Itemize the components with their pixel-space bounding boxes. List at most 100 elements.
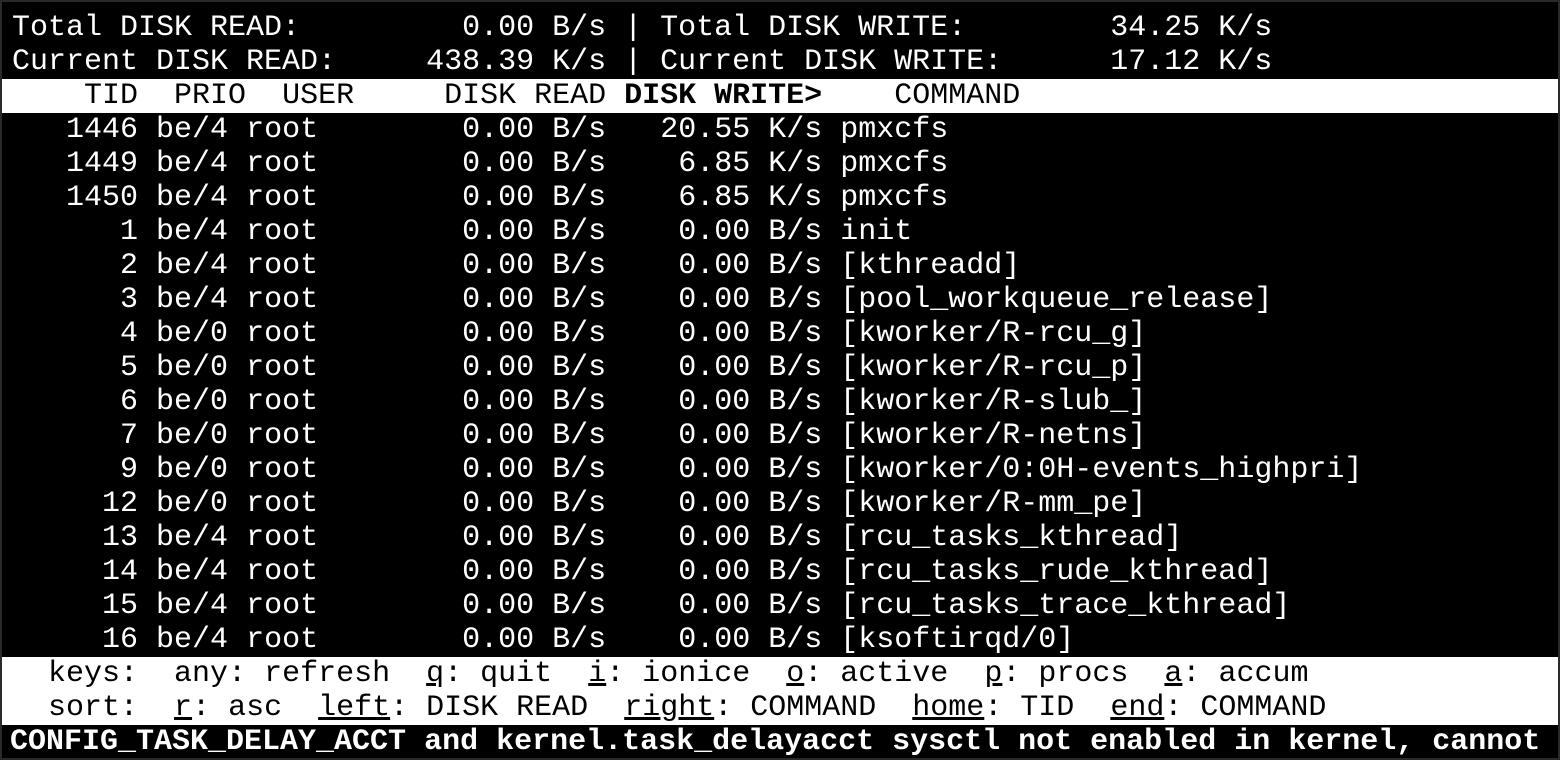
process-row[interactable]: 6 be/0 root 0.00 B/s 0.00 B/s [kworker/R… [2,385,1558,419]
key-p: p [984,657,1003,691]
current-write-label: Current DISK WRITE: [660,45,1003,79]
key-r: r [174,691,193,725]
column-command[interactable]: COMMAND [894,79,1021,113]
column-tid[interactable]: TID [84,79,139,113]
tid: 9 [12,453,139,487]
current-read-label: Current DISK READ: [12,45,337,79]
keys-item-p[interactable]: p: procs [984,657,1129,691]
user: root [246,317,391,351]
keys-item-a[interactable]: a: accum [1164,657,1309,691]
process-row[interactable]: 7 be/0 root 0.00 B/s 0.00 B/s [kworker/R… [2,419,1558,453]
process-row[interactable]: 4 be/0 root 0.00 B/s 0.00 B/s [kworker/R… [2,317,1558,351]
disk-read: 0.00 B/s [408,453,607,487]
prio: be/0 [156,385,229,419]
user: root [246,419,391,453]
disk-read: 0.00 B/s [408,351,607,385]
keys-item-o[interactable]: o: active [786,657,949,691]
command: pmxcfs [840,181,949,215]
delay-acct-warning: CONFIG_TASK_DELAY_ACCT and kernel.task_d… [10,725,1541,759]
key-action: refresh [264,657,391,691]
command: pmxcfs [840,147,949,181]
help-bar: keys: any: refresh q: quit i: ionice o: … [2,657,1558,725]
sort-item-home[interactable]: home: TID [912,691,1075,725]
command: [kworker/R-netns] [840,419,1147,453]
user: root [246,351,391,385]
command: [pool_workqueue_release] [840,283,1273,317]
column-disk-read[interactable]: DISK READ [444,79,607,113]
prio: be/0 [156,419,229,453]
user: root [246,555,391,589]
disk-read: 0.00 B/s [408,487,607,521]
command: [rcu_tasks_trace_kthread] [840,589,1291,623]
user: root [246,181,391,215]
disk-write: 0.00 B/s [624,385,823,419]
prio: be/4 [156,147,229,181]
key-action: COMMAND [1200,691,1327,725]
user: root [246,147,391,181]
tid: 7 [12,419,139,453]
process-row[interactable]: 2 be/4 root 0.00 B/s 0.00 B/s [kthreadd] [2,249,1558,283]
key-action: COMMAND [750,691,877,725]
tid: 1446 [12,113,139,147]
key-action: procs [1038,657,1129,691]
disk-write: 0.00 B/s [624,589,823,623]
disk-write: 20.55 K/s [624,113,823,147]
disk-read: 0.00 B/s [408,283,607,317]
keys-help-line: keys: any: refresh q: quit i: ionice o: … [2,657,1558,691]
total-write-label: Total DISK WRITE: [660,11,967,45]
keys-item-any[interactable]: any: refresh [174,657,391,691]
key-any: any [174,657,229,691]
disk-read: 0.00 B/s [408,147,607,181]
process-row[interactable]: 16 be/4 root 0.00 B/s 0.00 B/s [ksoftirq… [2,623,1558,657]
process-row[interactable]: 14 be/4 root 0.00 B/s 0.00 B/s [rcu_task… [2,555,1558,589]
disk-read: 0.00 B/s [408,249,607,283]
key-action: DISK READ [426,691,589,725]
process-row[interactable]: 1449 be/4 root 0.00 B/s 6.85 K/s pmxcfs [2,147,1558,181]
prio: be/4 [156,113,229,147]
sort-item-left[interactable]: left: DISK READ [318,691,589,725]
process-row[interactable]: 3 be/4 root 0.00 B/s 0.00 B/s [pool_work… [2,283,1558,317]
disk-read: 0.00 B/s [408,385,607,419]
disk-read: 0.00 B/s [408,521,607,555]
user: root [246,215,391,249]
column-header-row: TID PRIO USER DISK READ DISK WRITE> COMM… [2,79,1558,113]
prio: be/4 [156,521,229,555]
user: root [246,453,391,487]
process-row[interactable]: 1450 be/4 root 0.00 B/s 6.85 K/s pmxcfs [2,181,1558,215]
disk-write: 0.00 B/s [624,419,823,453]
command: [kworker/R-rcu_p] [840,351,1147,385]
disk-read: 0.00 B/s [408,317,607,351]
key-action: accum [1218,657,1309,691]
process-list: 1446 be/4 root 0.00 B/s 20.55 K/s pmxcfs… [2,113,1558,657]
sort-item-right[interactable]: right: COMMAND [624,691,877,725]
key-action: ionice [642,657,751,691]
sort-item-end[interactable]: end: COMMAND [1110,691,1327,725]
process-row[interactable]: 15 be/4 root 0.00 B/s 0.00 B/s [rcu_task… [2,589,1558,623]
sort-item-r[interactable]: r: asc [174,691,283,725]
disk-write: 0.00 B/s [624,249,823,283]
key-i: i [588,657,607,691]
column-user[interactable]: USER [282,79,355,113]
disk-read: 0.00 B/s [408,181,607,215]
disk-write: 0.00 B/s [624,521,823,555]
keys-item-q[interactable]: q: quit [426,657,553,691]
prio: be/0 [156,487,229,521]
process-row[interactable]: 5 be/0 root 0.00 B/s 0.00 B/s [kworker/R… [2,351,1558,385]
column-prio[interactable]: PRIO [174,79,247,113]
key-action: asc [228,691,283,725]
tid: 13 [12,521,139,555]
key-a: a [1164,657,1183,691]
column-disk-write-sorted[interactable]: DISK WRITE> [624,79,823,113]
process-row[interactable]: 1 be/4 root 0.00 B/s 0.00 B/s init [2,215,1558,249]
process-row[interactable]: 1446 be/4 root 0.00 B/s 20.55 K/s pmxcfs [2,113,1558,147]
key-action: quit [480,657,553,691]
keys-item-i[interactable]: i: ionice [588,657,751,691]
total-read-value: 0.00 B/s [462,11,607,45]
process-row[interactable]: 12 be/0 root 0.00 B/s 0.00 B/s [kworker/… [2,487,1558,521]
process-row[interactable]: 13 be/4 root 0.00 B/s 0.00 B/s [rcu_task… [2,521,1558,555]
tid: 5 [12,351,139,385]
disk-read: 0.00 B/s [408,589,607,623]
user: root [246,623,391,657]
process-row[interactable]: 9 be/0 root 0.00 B/s 0.00 B/s [kworker/0… [2,453,1558,487]
